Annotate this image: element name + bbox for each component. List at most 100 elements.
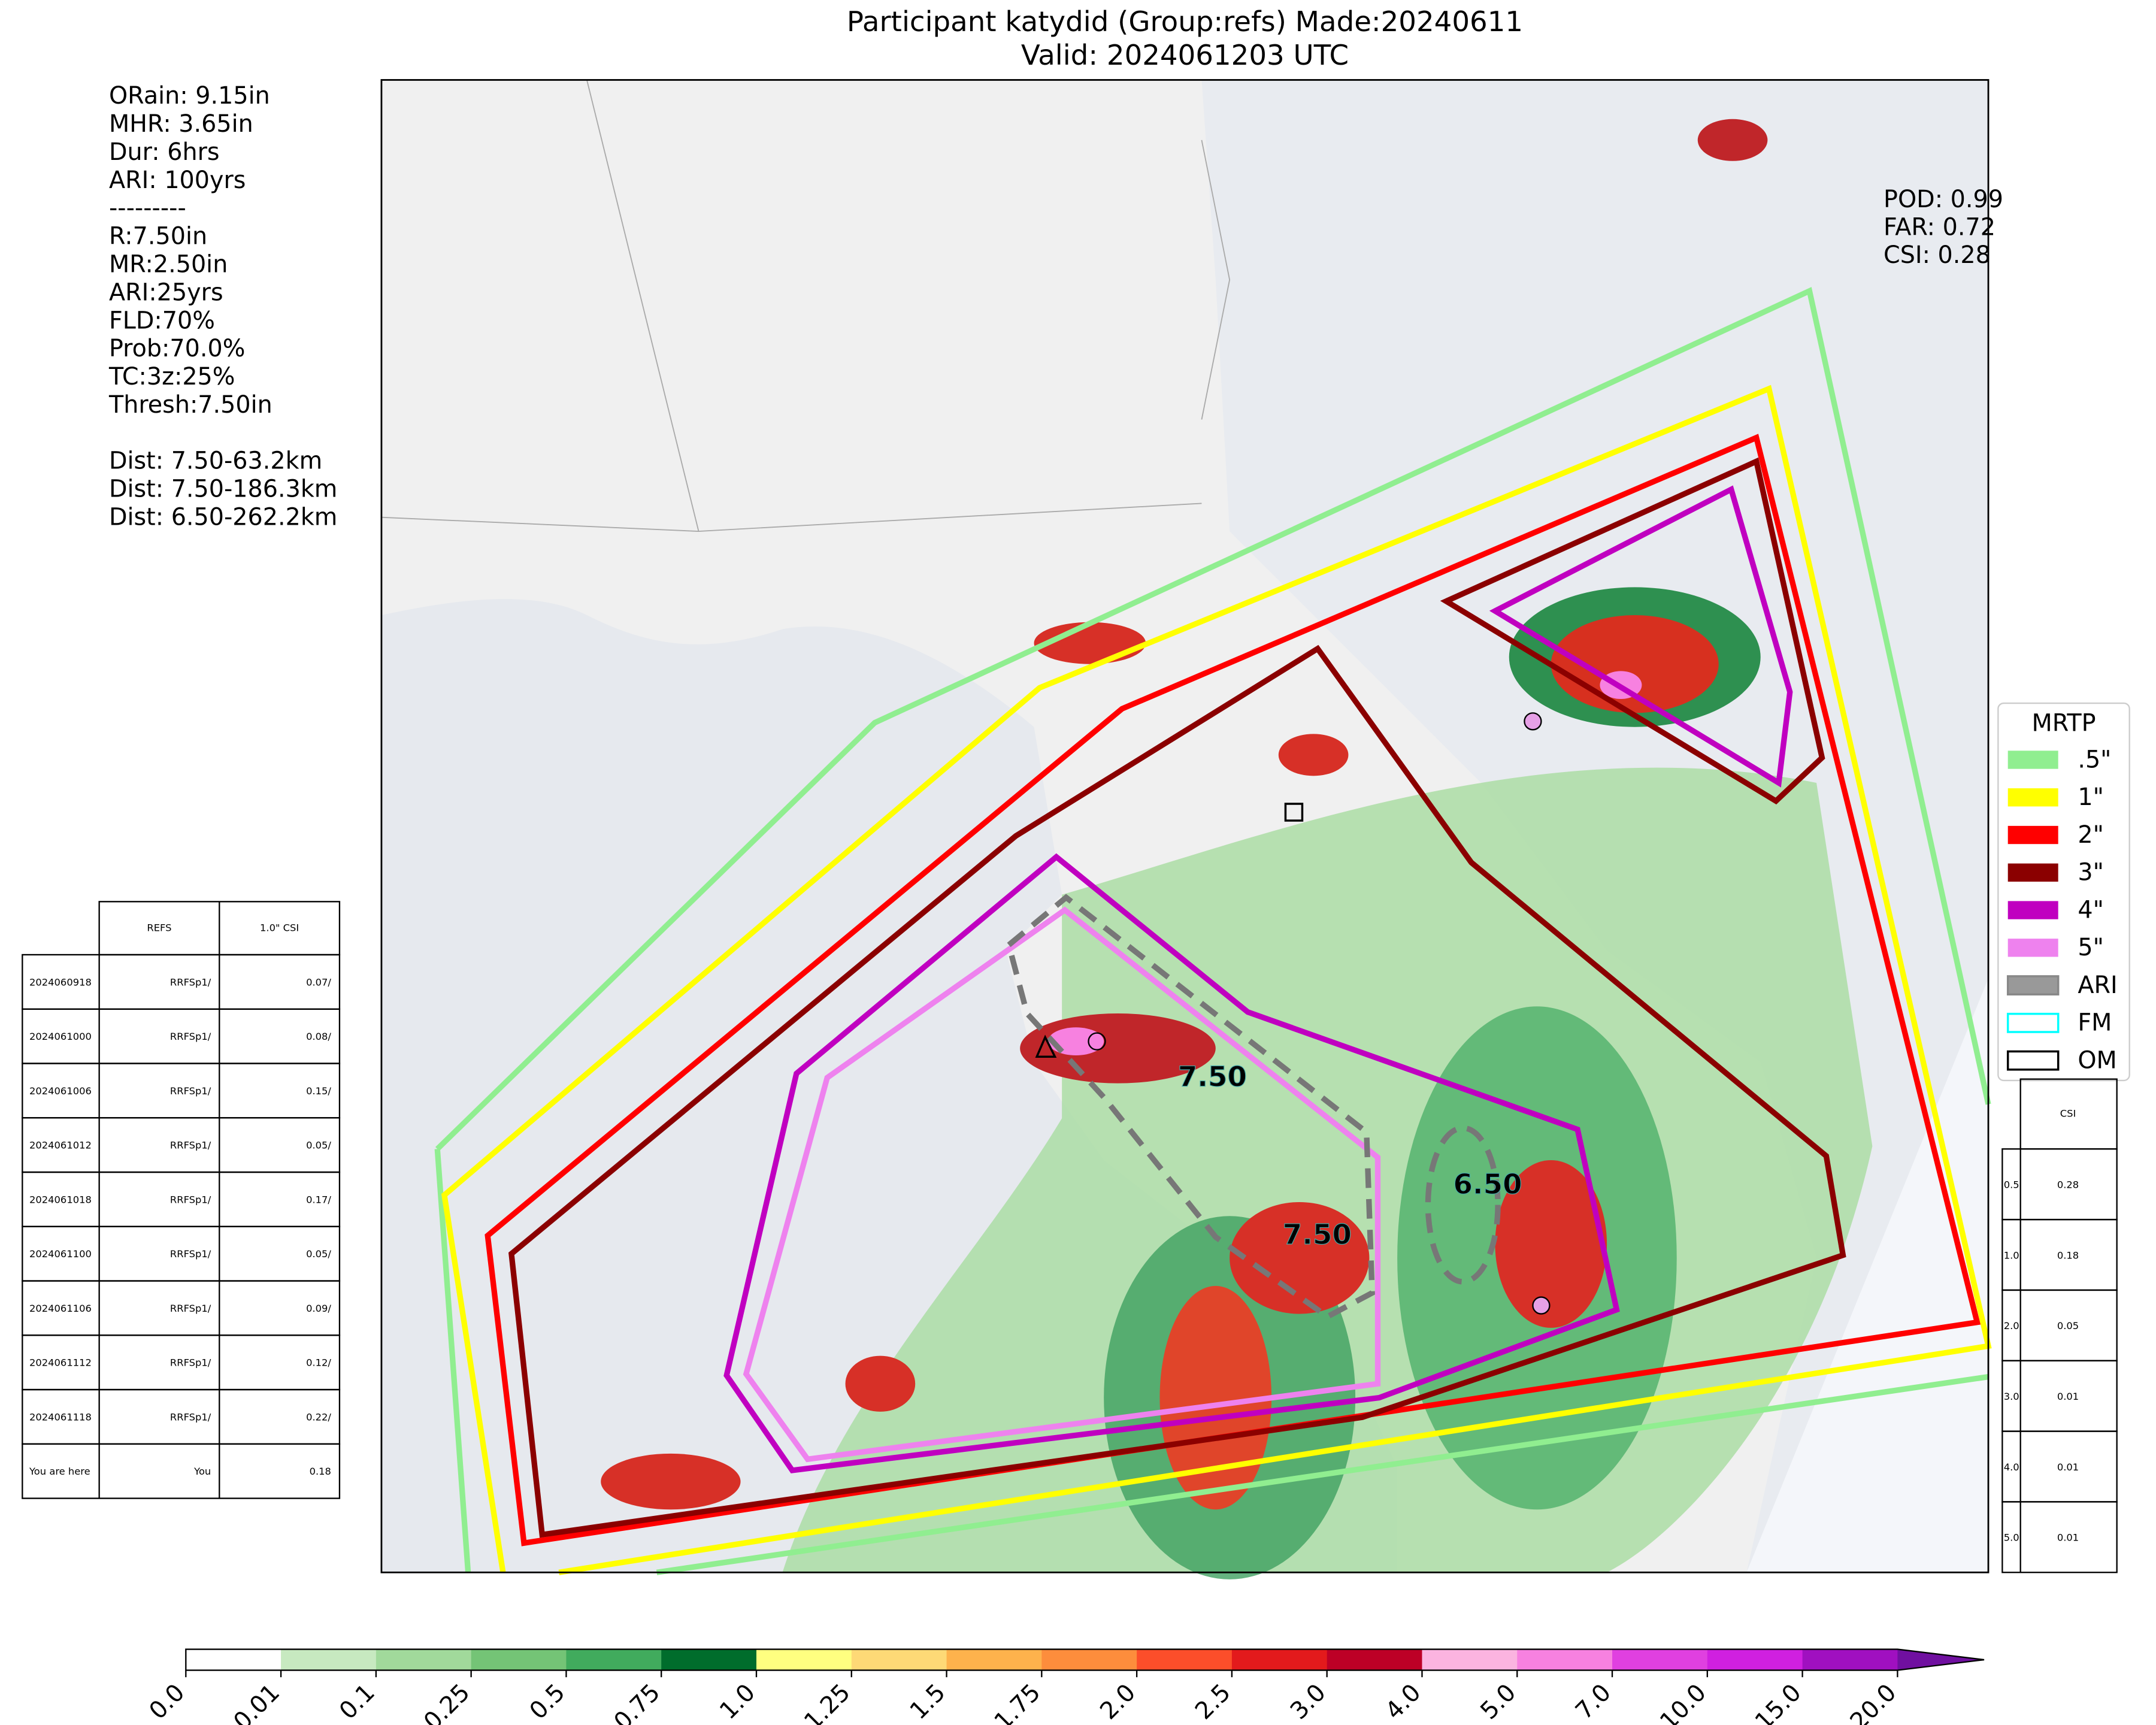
legend-label: FM [2078,1009,2112,1037]
legend-label: 1" [2078,783,2103,811]
colorbar-bin [1422,1649,1518,1670]
table-cell-text: You [193,1466,211,1477]
stat-line: MR:2.50in [109,250,228,278]
subtitle: Valid: 2024061203 UTC [1021,40,1349,72]
legend-label: 4" [2078,896,2103,924]
table-cell-text: 4.0 [2004,1461,2019,1473]
legend-swatch [2006,975,2060,995]
table-cell-text: 0.15/ [306,1085,331,1097]
table-cell-text: 2024061100 [29,1248,92,1260]
table-cell-text: 2024061112 [29,1357,92,1369]
colorbar-bin [566,1649,662,1670]
table-cell-text: 2024061106 [29,1303,92,1314]
title: Participant katydid (Group:refs) Made:20… [847,6,1523,38]
table-cell-text: 2.0 [2004,1320,2019,1331]
table-cell-text: 2024061118 [29,1411,92,1423]
colorbar-bin [471,1649,567,1670]
colorbar-bin [186,1649,281,1670]
table-cell-text: 0.08/ [306,1031,331,1042]
legend-swatch [2007,750,2058,769]
stat-line: Prob:70.0% [109,335,245,362]
legend-title: MRTP [2031,710,2096,737]
stat-line: Dist: 6.50-262.2km [109,504,337,531]
colorbar-bin [1802,1649,1898,1670]
table-cell-text: 3.0 [2004,1391,2019,1402]
table-header: 1.0" CSI [260,922,299,933]
table-cell-text: 0.12/ [306,1357,331,1369]
table-cell-text: 0.07/ [306,976,331,988]
table-cell-text: 0.5 [2004,1179,2019,1191]
score-line: FAR: 0.72 [1884,213,1995,241]
table-cell-text: 2024061018 [29,1194,92,1205]
table-cell-text: RRFSp1/ [170,1357,211,1369]
table-cell-text: 0.01 [2057,1391,2079,1402]
colorbar-bin [1517,1649,1613,1670]
colorbar-bin [756,1649,852,1670]
table-cell-text: 2024061012 [29,1140,92,1151]
table-cell-text: RRFSp1/ [170,1031,211,1042]
stat-line: ORain: 9.15in [109,82,270,110]
colorbar-extend [1897,1649,1985,1670]
colorbar-bin [376,1649,472,1670]
colorbar-bin [1231,1649,1328,1670]
colorbar-bin [851,1649,947,1670]
legend-swatch [2006,1050,2060,1071]
colorbar-bin [1327,1649,1423,1670]
table-cell-text: 2024060918 [29,976,92,988]
stat-line: ARI: 100yrs [109,167,246,194]
score-line: POD: 0.99 [1884,186,2003,213]
table-cell-text: You are here [29,1466,90,1477]
legend-label: 2" [2078,821,2103,849]
legend-label: 3" [2078,859,2103,886]
contour-label: 7.50 [1283,1219,1352,1251]
legend-swatch [2007,939,2058,957]
table-cell-text: RRFSp1/ [170,976,211,988]
stat-line: TC:3z:25% [108,363,235,391]
legend-swatch [2007,901,2058,919]
table-header: CSI [2060,1108,2076,1119]
colorbar-frame [185,1648,1985,1671]
stat-line: ARI:25yrs [109,279,223,306]
colorbar-bin [281,1649,377,1670]
table-cell-text: RRFSp1/ [170,1194,211,1205]
table-cell-text: 1.0 [2004,1249,2019,1261]
legend-swatch [2006,1012,2060,1033]
colorbar-bin [1137,1649,1233,1670]
colorbar-bin [1612,1649,1708,1670]
table-cell-text: 0.05 [2057,1320,2079,1331]
table-row [2001,1501,2118,1573]
table-cell-text: RRFSp1/ [170,1085,211,1097]
table-cell-text: 0.18 [310,1466,331,1477]
table-cell-text: 5.0 [2004,1532,2019,1544]
table-cell-text: 2024061006 [29,1085,92,1097]
stat-line: Dist: 7.50-186.3km [109,476,337,503]
table-cell-text: 2024061000 [29,1031,92,1042]
contour-label: 7.50 [1178,1061,1247,1093]
stat-line: Thresh:7.50in [108,391,272,419]
table-row [22,1443,341,1499]
stat-line: FLD:70% [109,307,215,334]
colorbar-bin [1707,1649,1803,1670]
legend-swatch [2007,825,2058,845]
table-cell-text: RRFSp1/ [170,1248,211,1260]
table-cell-text: RRFSp1/ [170,1140,211,1151]
table-cell-text: 0.17/ [306,1194,331,1205]
table-cell-text: 0.28 [2057,1179,2079,1191]
stat-line: Dist: 7.50-63.2km [109,447,322,475]
table-header: REFS [147,922,171,933]
table-cell-text: 0.05/ [306,1140,331,1151]
stat-line: Dur: 6hrs [109,138,220,166]
legend-label: ARI [2078,972,2117,999]
stat-line: R:7.50in [109,223,207,250]
legend-swatch [2007,788,2058,807]
legend-swatch [2007,863,2058,882]
table-cell-text: 0.18 [2057,1249,2079,1261]
colorbar-bin [661,1649,757,1670]
legend-label: OM [2078,1046,2116,1074]
table-cell-text: RRFSp1/ [170,1411,211,1423]
legend-label: .5" [2078,746,2111,773]
legend-label: 5" [2078,934,2103,961]
table-cell-text: 0.01 [2057,1532,2079,1544]
table-cell-text: 0.05/ [306,1248,331,1260]
